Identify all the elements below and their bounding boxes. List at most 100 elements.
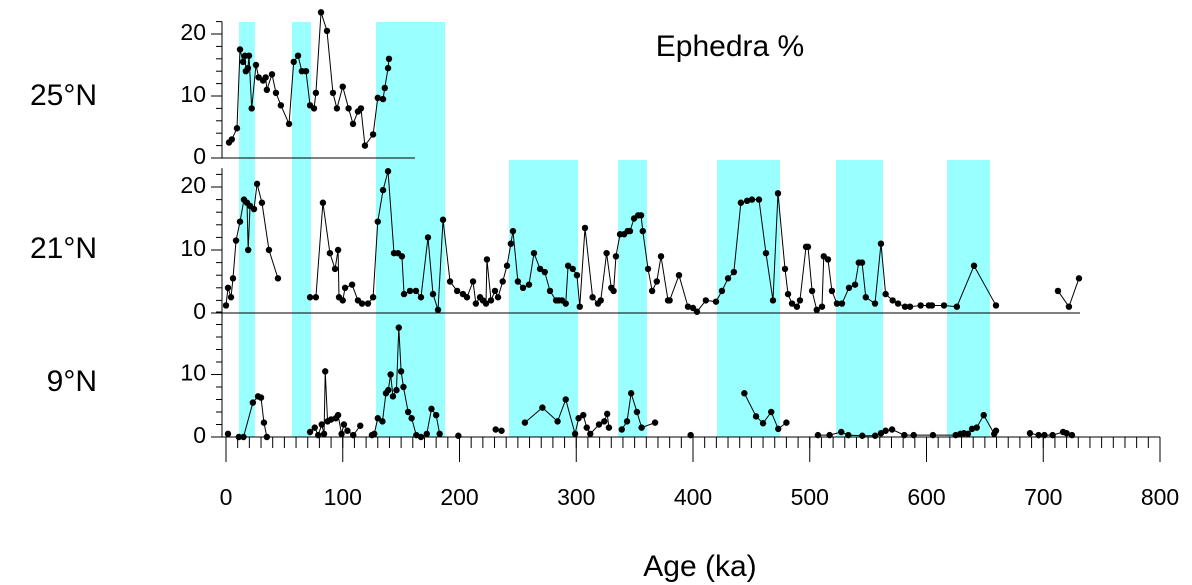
data-point bbox=[236, 46, 244, 53]
shaded-interval bbox=[291, 160, 311, 313]
data-point bbox=[312, 294, 320, 301]
data-point bbox=[235, 433, 243, 441]
data-point bbox=[814, 431, 822, 439]
x-tick-label: 0 bbox=[220, 484, 233, 510]
data-point bbox=[573, 272, 581, 279]
data-point bbox=[859, 432, 866, 439]
data-point bbox=[417, 433, 425, 441]
data-point bbox=[525, 281, 533, 288]
y-tick-label: 20 bbox=[180, 19, 206, 45]
data-point bbox=[730, 268, 738, 276]
shaded-interval bbox=[238, 313, 255, 437]
data-point bbox=[446, 278, 454, 285]
data-point bbox=[369, 131, 377, 138]
data-point bbox=[889, 297, 896, 304]
panel-label: 21°N bbox=[30, 232, 97, 265]
data-point bbox=[603, 249, 610, 257]
data-point bbox=[491, 287, 499, 295]
shaded-interval bbox=[376, 22, 446, 160]
data-point bbox=[412, 287, 420, 295]
x-tick-label: 200 bbox=[440, 484, 478, 510]
data-point bbox=[737, 199, 745, 206]
data-point bbox=[845, 284, 853, 291]
x-tick-label: 400 bbox=[674, 484, 712, 510]
data-point bbox=[272, 89, 280, 97]
data-point bbox=[239, 58, 247, 66]
data-point bbox=[633, 408, 641, 416]
data-point bbox=[539, 404, 546, 411]
data-point bbox=[828, 287, 836, 295]
data-point bbox=[393, 386, 400, 394]
data-point bbox=[379, 418, 386, 425]
data-point bbox=[901, 303, 909, 310]
data-point bbox=[408, 415, 415, 422]
data-point bbox=[1026, 430, 1034, 437]
data-point bbox=[249, 399, 257, 406]
data-point bbox=[357, 422, 364, 429]
shaded-interval bbox=[717, 313, 780, 437]
data-point bbox=[439, 216, 447, 223]
data-point bbox=[657, 253, 665, 260]
data-point bbox=[862, 294, 869, 301]
shaded-interval bbox=[618, 313, 648, 437]
data-point bbox=[571, 430, 579, 438]
y-tick-label: 10 bbox=[180, 81, 206, 107]
data-point bbox=[253, 180, 261, 188]
data-point bbox=[838, 300, 846, 307]
data-point bbox=[285, 120, 293, 128]
data-point bbox=[1054, 287, 1062, 295]
data-point bbox=[499, 278, 506, 285]
data-point bbox=[928, 302, 936, 309]
data-point bbox=[236, 218, 244, 225]
data-point bbox=[395, 324, 402, 331]
data-point bbox=[917, 302, 924, 309]
data-point bbox=[233, 125, 241, 132]
x-tick-label: 500 bbox=[791, 484, 829, 510]
data-point bbox=[323, 27, 331, 35]
data-point bbox=[687, 431, 694, 439]
data-point bbox=[389, 393, 397, 400]
shaded-interval bbox=[947, 160, 991, 313]
data-point bbox=[374, 94, 381, 102]
data-point bbox=[970, 262, 978, 269]
data-point bbox=[434, 306, 442, 314]
data-point bbox=[759, 420, 767, 427]
data-point bbox=[358, 300, 366, 307]
data-point bbox=[326, 249, 334, 257]
data-point bbox=[263, 433, 271, 441]
data-point bbox=[824, 256, 832, 263]
y-tick-label: 10 bbox=[180, 235, 206, 261]
data-point bbox=[838, 428, 845, 436]
x-axis-title: Age (ka) bbox=[643, 550, 756, 583]
data-point bbox=[858, 259, 866, 266]
data-point bbox=[369, 294, 377, 301]
data-point bbox=[397, 368, 405, 375]
data-point bbox=[310, 105, 318, 112]
data-point bbox=[274, 275, 282, 282]
data-point bbox=[268, 71, 276, 78]
x-tick-label: 300 bbox=[557, 484, 595, 510]
data-point bbox=[601, 418, 608, 425]
data-point bbox=[339, 83, 346, 90]
data-point bbox=[651, 419, 659, 426]
data-point bbox=[340, 421, 348, 428]
data-point bbox=[888, 426, 896, 433]
data-point bbox=[514, 278, 522, 285]
data-point bbox=[463, 294, 471, 301]
data-point bbox=[748, 196, 756, 203]
data-point bbox=[224, 284, 232, 291]
data-point bbox=[755, 196, 763, 203]
shaded-interval bbox=[376, 160, 446, 313]
data-point bbox=[453, 287, 461, 295]
axes-layer: 0 10 20 25°N 0 10 20 21°N 0 10 9°N 0 100 200 300 400 500… bbox=[30, 19, 1179, 510]
data-point bbox=[406, 287, 414, 295]
data-point bbox=[575, 415, 582, 422]
data-point bbox=[322, 368, 329, 375]
data-point bbox=[871, 432, 879, 439]
data-point bbox=[783, 419, 790, 426]
data-point bbox=[374, 415, 381, 422]
data-point bbox=[429, 290, 437, 298]
data-point bbox=[423, 430, 431, 438]
data-point bbox=[507, 240, 515, 247]
